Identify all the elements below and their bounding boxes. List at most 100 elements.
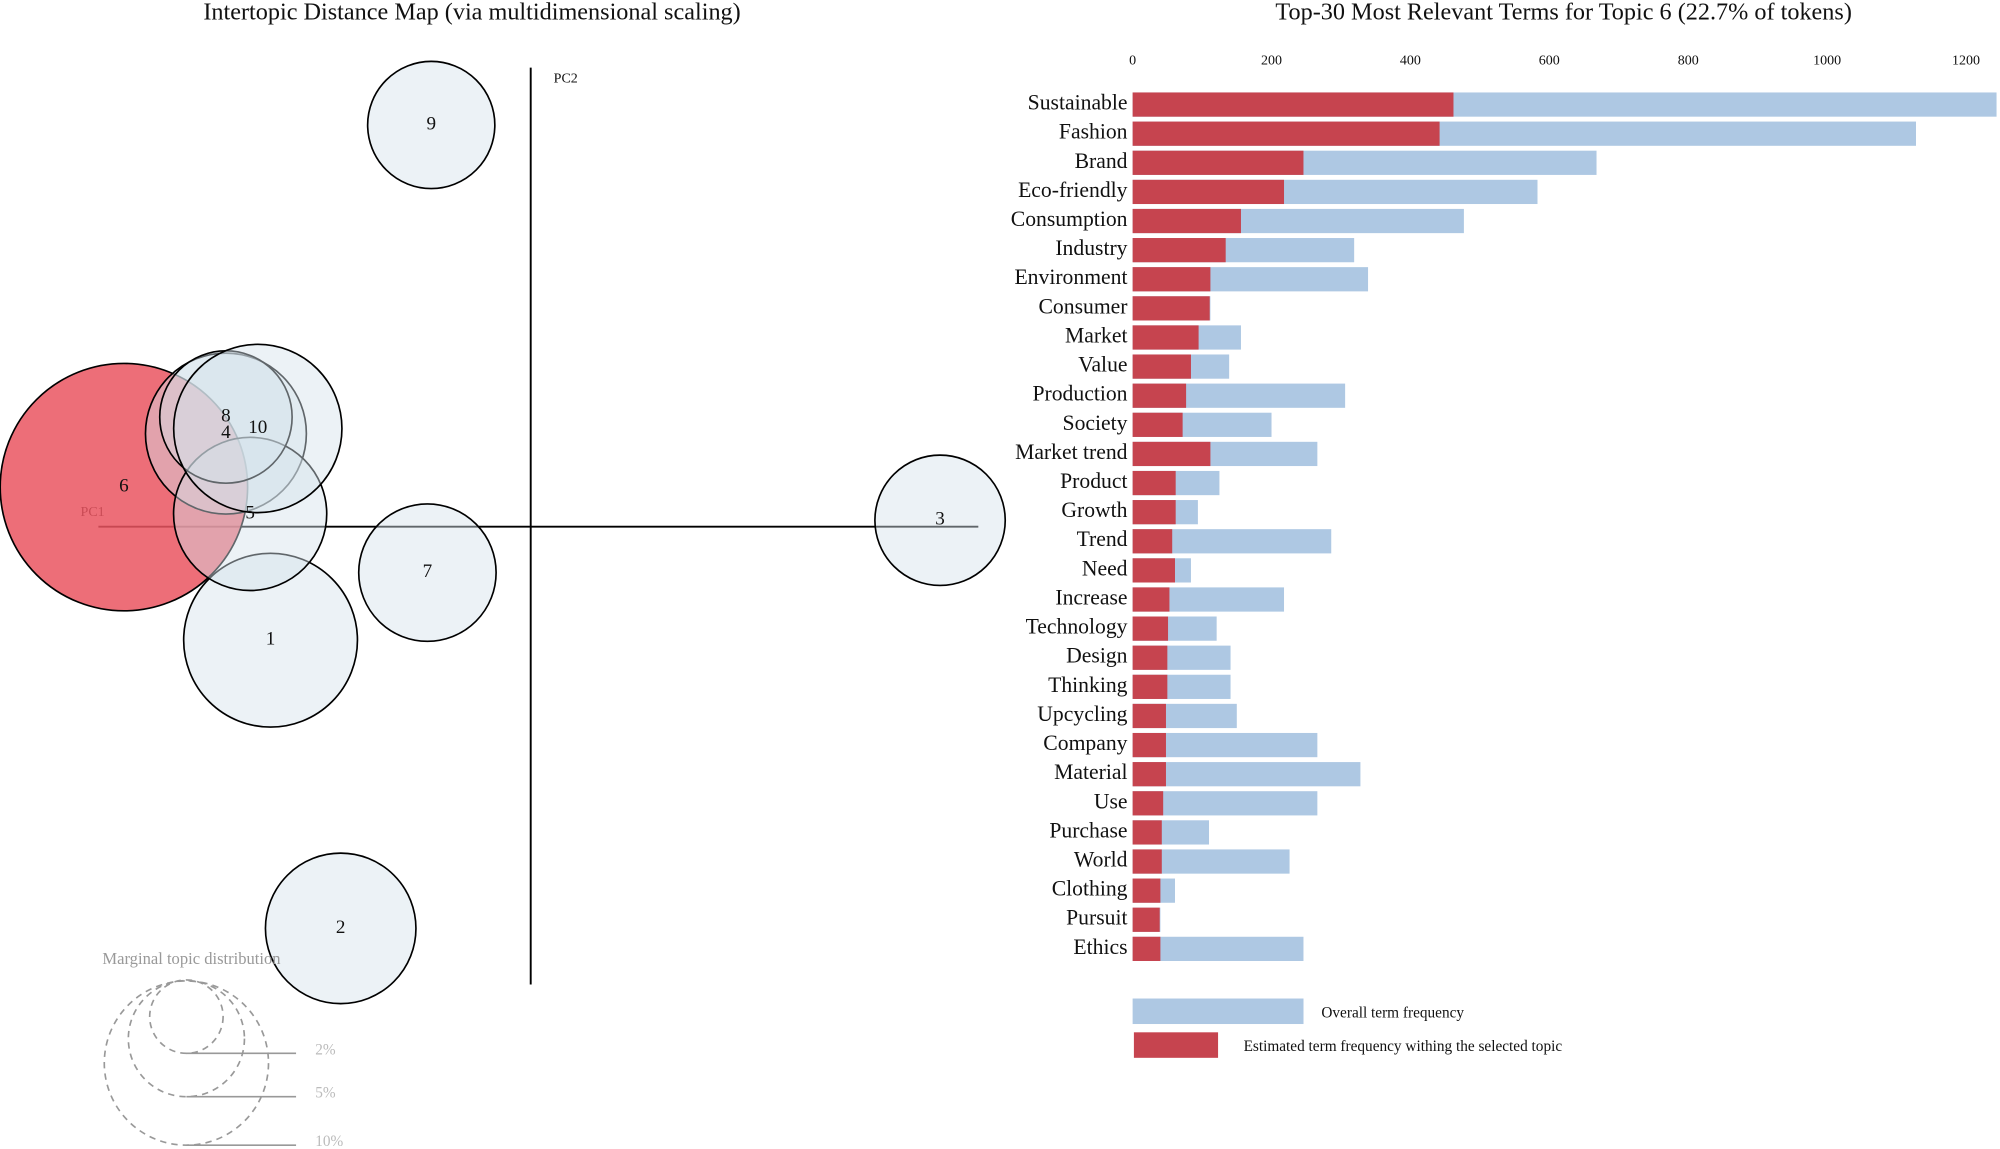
bar — [1132, 179, 1285, 205]
term-label: Thinking — [1048, 673, 1128, 697]
term-label: Increase — [1055, 585, 1127, 609]
pc2-label: PC2 — [554, 71, 578, 86]
term-label: Eco-friendly — [1018, 178, 1128, 202]
term-label: Upcycling — [1037, 702, 1127, 726]
bar — [1132, 907, 1160, 932]
topic-bubble — [357, 503, 497, 643]
bar — [1132, 208, 1241, 234]
legend-swatch — [1132, 998, 1304, 1025]
map-title: Intertopic Distance Map (via multidimens… — [203, 0, 740, 26]
bar — [1132, 645, 1168, 670]
term-label: Production — [1032, 382, 1127, 406]
bar — [1132, 558, 1175, 583]
topic-label: 9 — [426, 113, 436, 134]
term-label: Trend — [1077, 527, 1128, 551]
bar — [1132, 762, 1166, 787]
term-label: Material — [1054, 760, 1127, 784]
bar — [1132, 470, 1176, 496]
term-label: Fashion — [1059, 120, 1128, 144]
term-label: Market — [1065, 323, 1128, 347]
term-label: Use — [1094, 789, 1128, 813]
bar — [1132, 383, 1187, 408]
legend-circle — [148, 979, 224, 1055]
topic-label: 1 — [266, 629, 276, 650]
term-label: Technology — [1026, 615, 1128, 639]
term-label: Consumption — [1011, 207, 1128, 231]
x-tick-label: 0 — [1129, 53, 1136, 68]
term-label: Society — [1063, 411, 1128, 435]
topic-label: 4 — [221, 422, 231, 443]
bar — [1132, 936, 1161, 961]
topic-label: 7 — [423, 561, 433, 582]
term-label: Pursuit — [1066, 906, 1127, 930]
topic-bubble — [264, 852, 417, 1005]
bar — [1132, 296, 1210, 321]
legend-circle — [103, 980, 270, 1147]
bar-title: Top-30 Most Relevant Terms for Topic 6 (… — [1275, 0, 1852, 26]
term-label: Design — [1066, 644, 1128, 668]
term-label: Product — [1060, 469, 1127, 493]
bar — [1132, 441, 1211, 467]
bar — [1132, 732, 1166, 758]
x-tick-label: 1000 — [1813, 53, 1841, 68]
bar — [1132, 587, 1170, 612]
bar — [1132, 820, 1162, 845]
bar — [1132, 325, 1199, 350]
x-tick-label: 600 — [1539, 53, 1560, 68]
term-label: Purchase — [1049, 818, 1127, 842]
topic-bubble — [366, 60, 496, 190]
topic-label: 2 — [336, 917, 346, 938]
x-tick-label: 1200 — [1952, 53, 1980, 68]
bar — [1132, 849, 1162, 874]
x-tick-label: 800 — [1678, 53, 1699, 68]
term-label: Value — [1078, 353, 1127, 377]
legend-size-label: 10% — [315, 1133, 343, 1149]
term-label: Need — [1082, 556, 1128, 580]
bar — [1132, 92, 1454, 117]
legend-size-label: 2% — [315, 1041, 336, 1058]
bar — [1132, 121, 1440, 146]
legend-label: Overall term frequency — [1321, 1004, 1464, 1021]
term-label: Consumer — [1038, 294, 1128, 318]
topic-label: 6 — [119, 476, 129, 497]
x-tick-label: 400 — [1400, 53, 1421, 68]
term-label: Environment — [1014, 265, 1127, 289]
bar — [1132, 616, 1169, 641]
bar — [1132, 878, 1161, 903]
bar — [1132, 412, 1183, 437]
topic-bubble — [172, 343, 343, 514]
bar — [1132, 674, 1168, 699]
topic-bubble — [0, 362, 249, 612]
topic-label: 8 — [221, 405, 231, 426]
topic-bubble — [874, 454, 1007, 587]
bar — [1132, 238, 1226, 263]
bar — [1132, 936, 1304, 961]
term-label: Company — [1043, 731, 1127, 755]
term-label: Growth — [1061, 498, 1127, 522]
bar — [1132, 267, 1211, 292]
legend-swatch — [1133, 1032, 1219, 1058]
term-label: Clothing — [1052, 877, 1128, 901]
term-label: World — [1074, 848, 1128, 872]
bar — [1132, 791, 1164, 816]
bar — [1132, 791, 1318, 816]
term-label: Brand — [1075, 149, 1128, 173]
legend-label: Estimated term frequency withing the sel… — [1244, 1038, 1563, 1055]
x-tick-label: 200 — [1261, 53, 1282, 68]
topic-label: 5 — [245, 502, 255, 523]
legend-size-label: 5% — [315, 1085, 336, 1102]
term-label: Sustainable — [1028, 91, 1128, 115]
term-label: Ethics — [1073, 935, 1127, 959]
legend-circle — [127, 979, 246, 1098]
bar — [1132, 529, 1173, 554]
topic-label: 3 — [935, 509, 945, 530]
term-label: Industry — [1055, 236, 1127, 260]
topic-bubble — [182, 552, 359, 728]
topic-label: 10 — [248, 417, 267, 438]
term-label: Market trend — [1015, 440, 1128, 464]
bar — [1132, 703, 1166, 729]
topic-bubble — [172, 436, 328, 592]
legend-title: Marginal topic distribution — [102, 949, 281, 968]
bar — [1132, 150, 1304, 175]
